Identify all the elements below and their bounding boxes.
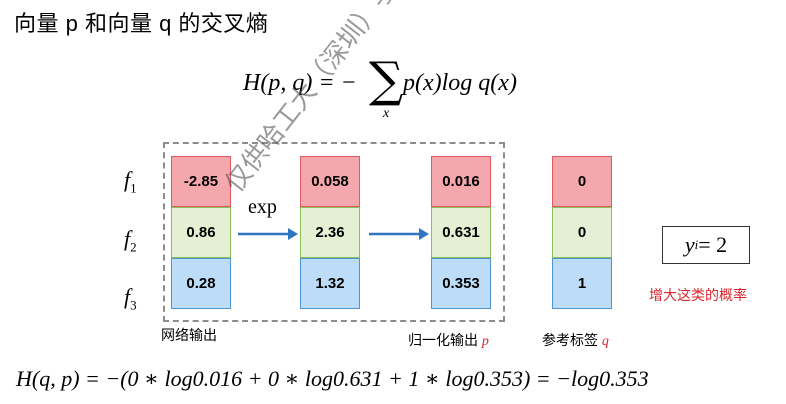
increase-probability-note: 增大这类的概率 — [649, 287, 747, 303]
exp-arrow-label: exp — [248, 196, 277, 218]
network-output-cell-2: 0.86 — [171, 207, 231, 258]
reference-label-symbol: q — [601, 334, 609, 349]
formula-lhs: H(p, q) = − — [243, 70, 357, 96]
reference-label-cell-2: 0 — [552, 207, 612, 258]
exp-output-cell-1: 0.058 — [300, 156, 360, 207]
normalized-output-label: 归一化输出 p — [408, 332, 489, 349]
normalized-output-cell-3: 0.353 — [431, 258, 491, 309]
normalize-arrow-icon — [369, 228, 429, 240]
exp-output-cell-3: 1.32 — [300, 258, 360, 309]
normalized-output-cell-1: 0.016 — [431, 156, 491, 207]
normalized-output-cell-2: 0.631 — [431, 207, 491, 258]
sum-subscript: x — [383, 106, 390, 121]
cross-entropy-formula: H(p, q) = − ∑ x p(x)log q(x) — [243, 56, 543, 128]
sum-symbol: ∑ — [369, 52, 404, 108]
normalized-output-symbol: p — [481, 334, 489, 349]
network-output-label: 网络输出 — [161, 327, 217, 343]
reference-label-label: 参考标签 q — [542, 332, 609, 349]
row-label-f2: f2 — [124, 226, 137, 255]
formula-rhs: p(x)log q(x) — [403, 70, 517, 96]
exp-arrow-icon — [238, 228, 298, 240]
row-label-f3: f3 — [124, 284, 137, 313]
exp-output-cell-2: 2.36 — [300, 207, 360, 258]
reference-label-cell-3: 1 — [552, 258, 612, 309]
row-label-f1: f1 — [124, 167, 137, 196]
cross-entropy-example-formula: H(q, p) = −(0 ∗ log0.016 + 0 ∗ log0.631 … — [16, 366, 649, 391]
network-output-cell-1: -2.85 — [171, 156, 231, 207]
reference-label-cell-1: 0 — [552, 156, 612, 207]
slide-title: 向量 p 和向量 q 的交叉熵 — [14, 11, 269, 36]
dashed-group-border — [163, 142, 505, 322]
network-output-cell-3: 0.28 — [171, 258, 231, 309]
